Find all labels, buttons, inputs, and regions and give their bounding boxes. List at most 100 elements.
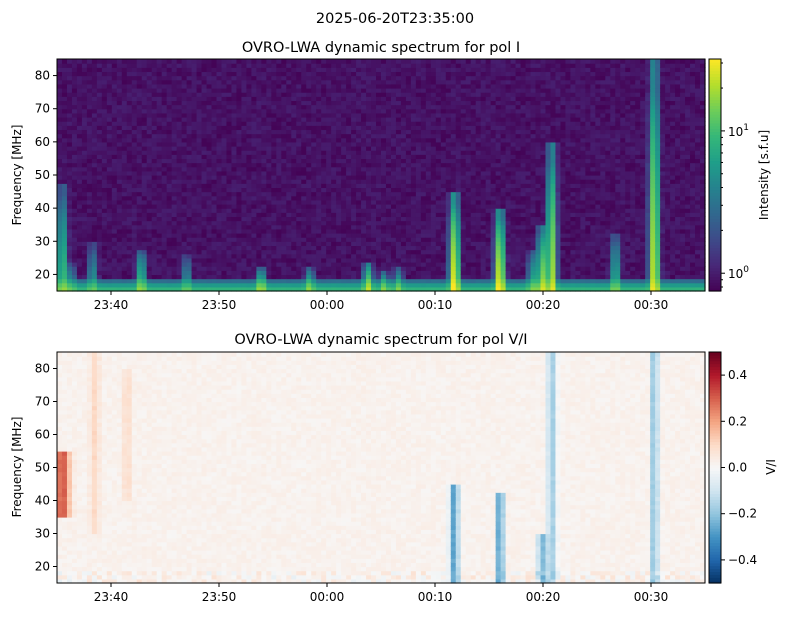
- heatmap-cell: [126, 125, 133, 131]
- heatmap-cell: [76, 253, 83, 259]
- heatmap-cell: [435, 195, 442, 201]
- heatmap-cell: [425, 129, 432, 135]
- heatmap-cell: [376, 270, 382, 276]
- heatmap-cell: [410, 71, 417, 77]
- heatmap-cell: [465, 212, 472, 218]
- heatmap-cell: [146, 208, 153, 213]
- heatmap-cell: [376, 88, 382, 93]
- heatmap-cell: [146, 183, 153, 189]
- heatmap-cell: [206, 170, 213, 176]
- heatmap-cell: [440, 241, 447, 247]
- heatmap-cell: [226, 282, 233, 288]
- heatmap-cell: [161, 257, 168, 263]
- heatmap-cell: [221, 125, 228, 131]
- heatmap-cell: [480, 195, 487, 201]
- heatmap-cell: [181, 274, 188, 280]
- heatmap-cell: [361, 286, 367, 292]
- heatmap-cell: [351, 220, 357, 226]
- heatmap-cell: [351, 179, 357, 184]
- heatmap-cell: [311, 170, 317, 176]
- heatmap-cell: [76, 183, 83, 189]
- heatmap-cell: [86, 282, 93, 288]
- heatmap-cell: [480, 75, 487, 81]
- heatmap-cell: [81, 253, 88, 259]
- heatmap-cell: [236, 228, 243, 234]
- heatmap-cell: [241, 262, 248, 267]
- heatmap-cell: [206, 237, 213, 242]
- heatmap-cell: [316, 224, 322, 230]
- heatmap-cell: [385, 79, 392, 85]
- heatmap-cell: [341, 262, 347, 267]
- heatmap-cell: [71, 208, 78, 213]
- heatmap-cell: [251, 220, 257, 226]
- heatmap-cell: [211, 208, 218, 213]
- heatmap-cell: [57, 158, 63, 164]
- heatmap-cell: [126, 112, 133, 118]
- heatmap-cell: [286, 162, 292, 168]
- heatmap-cell: [161, 59, 168, 64]
- heatmap-cell: [381, 162, 387, 168]
- heatmap-cell: [211, 92, 218, 97]
- heatmap-cell: [161, 63, 168, 68]
- heatmap-cell: [136, 112, 143, 118]
- heatmap-cell: [425, 286, 432, 292]
- heatmap-cell: [221, 212, 228, 218]
- heatmap-cell: [400, 175, 407, 180]
- heatmap-cell: [221, 191, 228, 197]
- heatmap-cell: [246, 71, 252, 77]
- heatmap-cell: [440, 88, 447, 93]
- heatmap-cell: [146, 133, 153, 139]
- heatmap-cell: [151, 92, 158, 97]
- heatmap-cell: [246, 262, 252, 267]
- heatmap-cell: [86, 224, 93, 230]
- heatmap-cell: [425, 67, 432, 73]
- heatmap-cell: [450, 220, 457, 226]
- heatmap-cell: [331, 270, 337, 276]
- heatmap-cell: [221, 282, 228, 288]
- heatmap-cell: [136, 158, 143, 164]
- heatmap-cell: [191, 75, 198, 81]
- heatmap-cell: [376, 146, 382, 151]
- heatmap-cell: [96, 71, 103, 77]
- heatmap-cell: [81, 129, 88, 135]
- heatmap-cell: [465, 108, 472, 114]
- heatmap-cell: [136, 59, 143, 64]
- heatmap-cell: [101, 220, 108, 226]
- heatmap-cell: [96, 204, 103, 209]
- heatmap-cell: [171, 183, 178, 189]
- heatmap-cell: [191, 104, 198, 110]
- heatmap-cell: [116, 249, 123, 255]
- heatmap-cell: [311, 204, 317, 209]
- heatmap-cell: [61, 117, 68, 122]
- heatmap-cell: [331, 191, 337, 197]
- heatmap-cell: [475, 245, 482, 251]
- heatmap-cell: [276, 199, 282, 205]
- heatmap-cell: [450, 191, 457, 197]
- heatmap-cell: [435, 245, 442, 251]
- heatmap-cell: [465, 245, 472, 251]
- heatmap-cell: [455, 121, 462, 126]
- heatmap-cell: [366, 166, 372, 172]
- heatmap-cell: [231, 146, 238, 151]
- heatmap-cell: [206, 253, 213, 259]
- heatmap-cell: [96, 133, 103, 139]
- heatmap-cell: [331, 208, 337, 213]
- heatmap-cell: [500, 282, 507, 288]
- heatmap-cell: [276, 67, 282, 73]
- heatmap-cell: [256, 137, 262, 143]
- heatmap-cell: [475, 266, 482, 271]
- heatmap-cell: [346, 175, 352, 180]
- heatmap-cell: [266, 224, 272, 230]
- heatmap-cell: [316, 216, 322, 222]
- heatmap-cell: [66, 75, 73, 81]
- heatmap-cell: [226, 233, 233, 238]
- heatmap-cell: [490, 75, 497, 81]
- heatmap-cell: [176, 249, 183, 255]
- heatmap-cell: [201, 228, 208, 234]
- heatmap-cell: [435, 146, 442, 151]
- heatmap-cell: [480, 96, 487, 102]
- heatmap-cell: [136, 150, 143, 155]
- heatmap-cell: [400, 274, 407, 280]
- heatmap-cell: [216, 187, 223, 193]
- heatmap-cell: [251, 212, 257, 218]
